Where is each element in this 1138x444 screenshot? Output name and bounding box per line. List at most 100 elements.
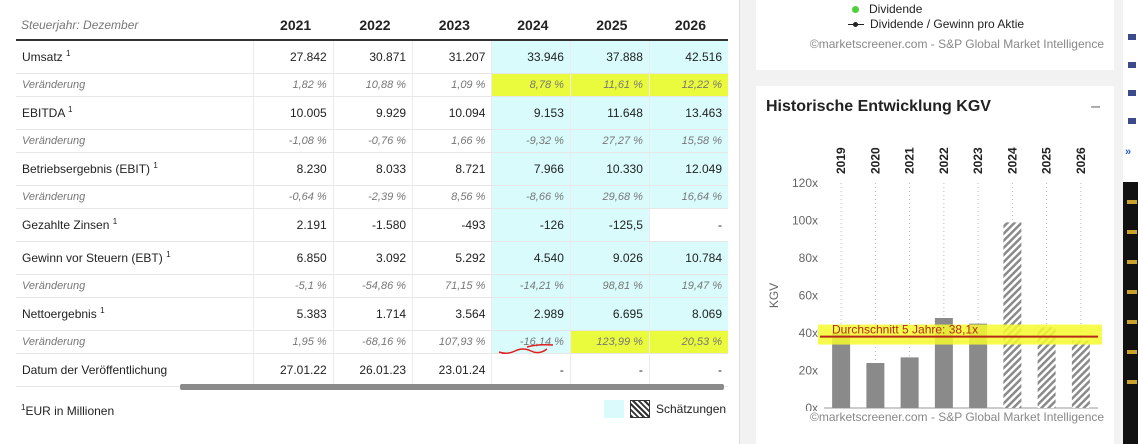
table-cell: 27.842 bbox=[253, 40, 334, 74]
y-tick-label: 80x bbox=[799, 251, 818, 265]
flag-icon[interactable] bbox=[1128, 62, 1136, 68]
table-cell: 12,22 % bbox=[648, 73, 728, 97]
row-label[interactable]: Gewinn vor Steuern (EBT) 1 bbox=[16, 241, 254, 275]
x-category-label: 2025 bbox=[1040, 147, 1054, 174]
table-cell: 1,09 % bbox=[412, 73, 492, 97]
table-cell: -2,39 % bbox=[332, 185, 413, 209]
table-cell: 31.207 bbox=[412, 40, 492, 74]
row-label: Veränderung bbox=[16, 73, 254, 97]
table-cell: 37.888 bbox=[569, 40, 650, 74]
expand-arrow-icon[interactable]: » bbox=[1125, 146, 1132, 158]
flag-icon[interactable] bbox=[1128, 90, 1136, 96]
horizontal-scrollbar[interactable] bbox=[180, 384, 724, 390]
table-row: Datum der Veröffentlichung 27.01.22 26.01.… bbox=[16, 353, 728, 387]
table-cell: 2.191 bbox=[253, 208, 334, 242]
kgv-bar-2020[interactable] bbox=[866, 363, 885, 408]
marker-icon bbox=[1127, 290, 1137, 294]
table-cell: -8,66 % bbox=[491, 185, 571, 209]
table-cell: 11,61 % bbox=[569, 73, 650, 97]
dividend-credit: ©marketscreener.com - S&P Global Market … bbox=[809, 37, 1104, 51]
table-cell: 3.564 bbox=[412, 297, 492, 331]
y-axis-label: KGV bbox=[767, 283, 781, 308]
table-cell: 5.292 bbox=[412, 241, 492, 275]
legend-item-dividend[interactable]: Dividende bbox=[848, 2, 1024, 17]
row-label[interactable]: Nettoergebnis 1 bbox=[16, 297, 254, 331]
table-cell: 8.721 bbox=[412, 152, 492, 186]
table-cell: 9.026 bbox=[569, 241, 650, 275]
table-row: Umsatz 1 27.842 30.871 31.207 33.946 37.888 42… bbox=[16, 40, 728, 74]
table-cell: - bbox=[491, 353, 571, 387]
table-cell: 4.540 bbox=[491, 241, 571, 275]
table-cell: -0,76 % bbox=[332, 129, 413, 153]
table-header-row: Steuerjahr: Dezember 2021 2022 2023 2024 202… bbox=[16, 10, 728, 41]
y-tick-label: 40x bbox=[799, 326, 818, 340]
row-label[interactable]: Umsatz 1 bbox=[16, 40, 254, 74]
y-tick-label: 120x bbox=[792, 176, 818, 190]
financials-card: Steuerjahr: Dezember 2021 2022 2023 2024 202… bbox=[0, 0, 740, 444]
table-cell: 8.033 bbox=[332, 152, 413, 186]
table-row: Gewinn vor Steuern (EBT) 1 6.850 3.092 5.29… bbox=[16, 241, 728, 275]
table-cell: 1,66 % bbox=[412, 129, 492, 153]
table-row: Gezahlte Zinsen 1 2.191 -1.580 -493 -126 -125… bbox=[16, 208, 728, 242]
y-tick-label: 20x bbox=[799, 364, 818, 378]
table-cell: 13.463 bbox=[648, 96, 728, 130]
table-cell: 7.966 bbox=[491, 152, 571, 186]
flag-icon[interactable] bbox=[1128, 118, 1136, 124]
year-header: 2021 bbox=[253, 10, 334, 41]
row-label[interactable]: Datum der Veröffentlichung bbox=[16, 353, 254, 387]
kgv-bar-2024[interactable] bbox=[1003, 222, 1022, 408]
estimate-cell-swatch bbox=[604, 400, 624, 418]
x-category-label: 2020 bbox=[868, 147, 882, 174]
kgv-bar-2019[interactable] bbox=[832, 333, 851, 408]
row-label[interactable]: Gezahlte Zinsen 1 bbox=[16, 208, 254, 242]
table-cell: 10.784 bbox=[648, 241, 728, 275]
table-cell: -9,32 % bbox=[491, 129, 571, 153]
legend-item-payout[interactable]: Dividende / Gewinn pro Aktie bbox=[848, 17, 1024, 32]
dark-panel bbox=[1123, 182, 1138, 444]
row-label: Veränderung bbox=[16, 185, 254, 209]
table-cell: - bbox=[648, 353, 728, 387]
table-cell: 12.049 bbox=[648, 152, 728, 186]
table-cell: -1,08 % bbox=[253, 129, 334, 153]
kgv-bar-2021[interactable] bbox=[900, 357, 919, 408]
table-cell: 27,27 % bbox=[569, 129, 650, 153]
dividend-legend: Dividende Dividende / Gewinn pro Aktie bbox=[848, 2, 1024, 32]
table-cell: 11.648 bbox=[569, 96, 650, 130]
table-cell: 6.850 bbox=[253, 241, 334, 275]
yellow-highlight bbox=[818, 324, 1102, 345]
kgv-bar-2025[interactable] bbox=[1037, 327, 1056, 408]
kgv-bar-2026[interactable] bbox=[1071, 340, 1090, 409]
row-label[interactable]: EBITDA 1 bbox=[16, 96, 254, 130]
change-row: Veränderung 1,82 % 10,88 % 1,09 % 8,78 % 11,6… bbox=[16, 73, 728, 97]
table-cell: -0,64 % bbox=[253, 185, 334, 209]
change-row: Veränderung -0,64 % -2,39 % 8,56 % -8,66 % 29… bbox=[16, 185, 728, 209]
minimize-icon[interactable]: – bbox=[1091, 98, 1100, 115]
change-row: Veränderung -5,1 % -54,86 % 71,15 % -14,21 %… bbox=[16, 274, 728, 298]
kgv-chart: 0x 20x 40x 60x 80x 100x 120x KGV 2019 2020 2021 202… bbox=[767, 147, 1102, 411]
table-cell: 5.383 bbox=[253, 297, 334, 331]
table-cell: 10.330 bbox=[569, 152, 650, 186]
table-row: Betriebsergebnis (EBIT) 1 8.230 8.033 8.721… bbox=[16, 152, 728, 186]
kgv-bar-2023[interactable] bbox=[969, 323, 988, 408]
table-cell: 15,58 % bbox=[648, 129, 728, 153]
year-header: 2022 bbox=[333, 10, 413, 41]
table-cell: 1.714 bbox=[332, 297, 413, 331]
table-cell: 10,88 % bbox=[332, 73, 413, 97]
kgv-credit: ©marketscreener.com - S&P Global Market … bbox=[810, 410, 1105, 424]
table-cell: -54,86 % bbox=[332, 274, 413, 298]
marker-icon bbox=[1127, 380, 1137, 384]
year-header: 2024 bbox=[491, 10, 571, 41]
table-cell: 29,68 % bbox=[569, 185, 650, 209]
row-label[interactable]: Betriebsergebnis (EBIT) 1 bbox=[16, 152, 254, 186]
row-label: Veränderung bbox=[16, 129, 254, 153]
flag-icon[interactable] bbox=[1128, 34, 1136, 40]
table-cell: 42.516 bbox=[648, 40, 728, 74]
change-row: Veränderung 1,95 % -68,16 % 107,93 % -16,14 … bbox=[16, 330, 728, 354]
year-header: 2026 bbox=[649, 10, 728, 41]
table-cell: 107,93 % bbox=[412, 330, 492, 354]
hatch-swatch-icon bbox=[630, 400, 650, 418]
table-cell: 8.069 bbox=[648, 297, 728, 331]
table-cell: -68,16 % bbox=[332, 330, 413, 354]
table-row: Nettoergebnis 1 5.383 1.714 3.564 2.989 6.695… bbox=[16, 297, 728, 331]
table-cell: 3.092 bbox=[332, 241, 413, 275]
